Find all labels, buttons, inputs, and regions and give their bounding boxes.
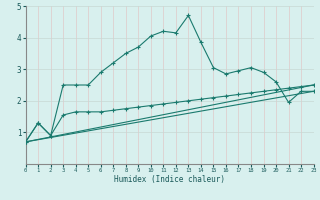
X-axis label: Humidex (Indice chaleur): Humidex (Indice chaleur) xyxy=(114,175,225,184)
